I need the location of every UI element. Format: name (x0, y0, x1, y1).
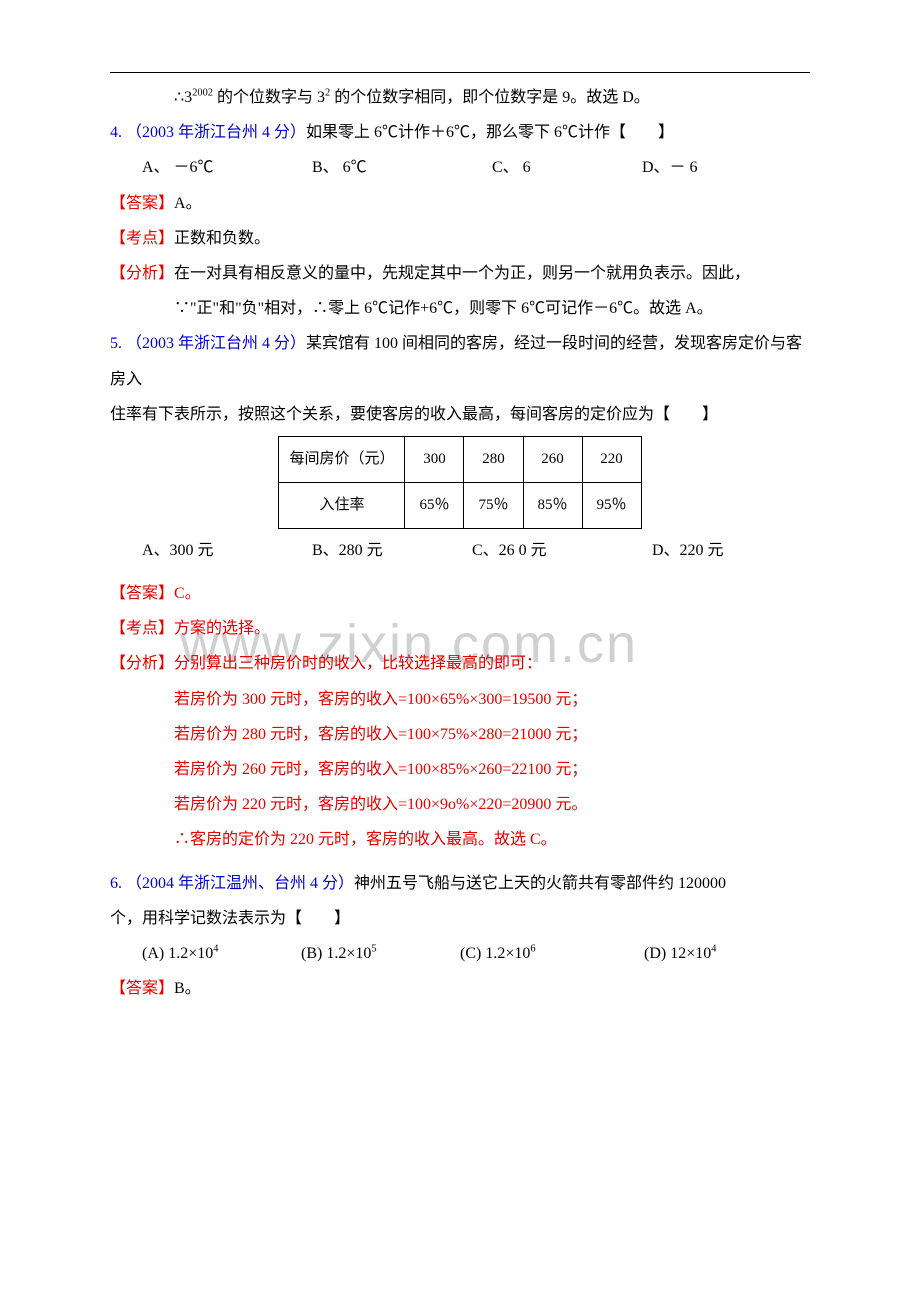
top-conclusion: ∴32002 的个位数字与 32 的个位数字相同，即个位数字是 9。故选 D。 (110, 80, 810, 115)
q6-opt-d: (D) 12×104 (644, 936, 716, 971)
q4-opt-d: D、－ 6 (642, 150, 698, 185)
kaodian-val: 正数和负数。 (174, 230, 270, 247)
q4-num: 4. (110, 124, 122, 141)
table-cell: 85％ (523, 482, 582, 528)
q5-fenxi5: ∴客房的定价为 220 元时，客房的收入最高。故选 C。 (110, 822, 810, 857)
table-cell: 260 (523, 436, 582, 482)
q5-opt-d: D、220 元 (652, 533, 724, 568)
fenxi-text1: 在一对具有相反意义的量中，先规定其中一个为正，则另一个就用负表示。因此， (174, 265, 750, 282)
q5-opt-b: B、280 元 (312, 533, 472, 568)
table-cell: 65％ (405, 482, 464, 528)
q5-opt-c: C、26 0 元 (472, 533, 652, 568)
answer-label: 【答案】 (110, 980, 174, 997)
q6-options: (A) 1.2×104 (B) 1.2×105 (C) 1.2×106 (D) … (110, 936, 810, 971)
q5-answer: 【答案】C。 (110, 576, 810, 611)
q4-text: 如果零上 6℃计作＋6℃，那么零下 6℃计作【 】 (306, 124, 674, 141)
q5-stem: 5. （2003 年浙江台州 4 分）某宾馆有 100 间相同的客房，经过一段时… (110, 326, 810, 396)
kaodian-label: 【考点】 (110, 230, 174, 247)
q6-opt-a: (A) 1.2×104 (142, 936, 297, 971)
answer-val: B。 (174, 980, 201, 997)
kaodian-label: 【考点】 (110, 620, 174, 637)
answer-label: 【答案】 (110, 585, 174, 602)
q4-options: A、 －6℃ B、 6℃ C、 6 D、－ 6 (110, 150, 810, 185)
q5-fenxi: 【分析】分别算出三种房价时的收入，比较选择最高的即可： (110, 646, 810, 681)
q6-stem: 6. （2004 年浙江温州、台州 4 分）神州五号飞船与送它上天的火箭共有零部… (110, 866, 810, 901)
q4-fenxi2: ∵"正"和"负"相对，∴零上 6℃记作+6℃，则零下 6℃可记作－6℃。故选 A… (110, 291, 810, 326)
table-cell: 75％ (464, 482, 523, 528)
table-row: 每间房价（元） 300 280 260 220 (279, 436, 641, 482)
q5-fenxi1: 若房价为 300 元时，客房的收入=100×65%×300=19500 元； (110, 682, 810, 717)
q4-opt-c: C、 6 (492, 150, 642, 185)
answer-label: 【答案】 (110, 195, 174, 212)
q4-opt-b: B、 6℃ (312, 150, 492, 185)
answer-val: A。 (174, 195, 202, 212)
page-content: www.zixin.com.cn ∴32002 的个位数字与 32 的个位数字相… (110, 80, 810, 1006)
header-divider (110, 72, 810, 73)
q4-fenxi: 【分析】在一对具有相反意义的量中，先规定其中一个为正，则另一个就用负表示。因此， (110, 256, 810, 291)
q5-stem2: 住率有下表所示，按照这个关系，要使客房的收入最高，每间客房的定价应为【 】 (110, 397, 810, 432)
table-cell: 280 (464, 436, 523, 482)
q5-source: （2003 年浙江台州 4 分） (126, 335, 306, 352)
table-cell: 300 (405, 436, 464, 482)
q5-kaodian: 【考点】方案的选择。 (110, 611, 810, 646)
q6-text1: 神州五号飞船与送它上天的火箭共有零部件约 120000 (354, 875, 726, 892)
table-cell: 95％ (582, 482, 641, 528)
q4-stem: 4. （2003 年浙江台州 4 分）如果零上 6℃计作＋6℃，那么零下 6℃计… (110, 115, 810, 150)
price-table: 每间房价（元） 300 280 260 220 入住率 65％ 75％ 85％ … (278, 436, 641, 529)
q5-opt-a: A、300 元 (142, 533, 312, 568)
q5-fenxi2: 若房价为 280 元时，客房的收入=100×75%×280=21000 元； (110, 717, 810, 752)
q5-options: A、300 元 B、280 元 C、26 0 元 D、220 元 (110, 533, 810, 568)
table-row: 入住率 65％ 75％ 85％ 95％ (279, 482, 641, 528)
fenxi-label: 【分析】 (110, 655, 174, 672)
q4-kaodian: 【考点】正数和负数。 (110, 221, 810, 256)
q5-num: 5. (110, 335, 122, 352)
q4-source: （2003 年浙江台州 4 分） (126, 124, 306, 141)
q5-fenxi3: 若房价为 260 元时，客房的收入=100×85%×260=22100 元； (110, 752, 810, 787)
fenxi-label: 【分析】 (110, 265, 174, 282)
q6-stem2: 个，用科学记数法表示为【 】 (110, 901, 810, 936)
table-cell: 每间房价（元） (279, 436, 405, 482)
q6-source: （2004 年浙江温州、台州 4 分） (126, 875, 354, 892)
q4-answer: 【答案】A。 (110, 186, 810, 221)
q5-fenxi4: 若房价为 220 元时，客房的收入=100×9o%×220=20900 元。 (110, 787, 810, 822)
q6-answer: 【答案】B。 (110, 971, 810, 1006)
table-cell: 入住率 (279, 482, 405, 528)
q4-opt-a: A、 －6℃ (142, 150, 312, 185)
fenxi-text0: 分别算出三种房价时的收入，比较选择最高的即可： (174, 655, 542, 672)
table-cell: 220 (582, 436, 641, 482)
kaodian-val: 方案的选择。 (174, 620, 270, 637)
q6-num: 6. (110, 875, 122, 892)
q6-opt-c: (C) 1.2×106 (460, 936, 640, 971)
answer-val: C。 (174, 585, 201, 602)
q6-opt-b: (B) 1.2×105 (301, 936, 456, 971)
